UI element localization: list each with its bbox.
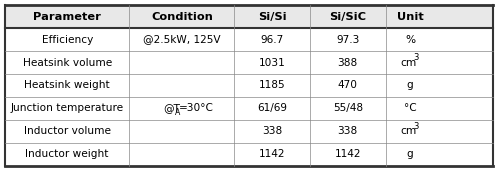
Text: 1031: 1031 [259,57,285,68]
Text: Si/Si: Si/Si [258,12,286,22]
Text: 1142: 1142 [335,149,361,159]
Bar [5,5,493,28]
Text: @2.5kW, 125V: @2.5kW, 125V [143,35,221,45]
Text: 96.7: 96.7 [260,35,284,45]
Text: °C: °C [404,103,416,114]
Text: 97.3: 97.3 [336,35,360,45]
Text: 1142: 1142 [259,149,285,159]
Text: @T: @T [163,103,180,114]
Text: 338: 338 [262,126,282,136]
Text: 338: 338 [338,126,358,136]
Text: =30°C: =30°C [179,103,214,114]
Text: Si/SiC: Si/SiC [329,12,367,22]
Text: Condition: Condition [151,12,213,22]
Text: Heatsink weight: Heatsink weight [24,81,110,90]
Text: Inductor weight: Inductor weight [25,149,109,159]
Text: 3: 3 [413,53,419,62]
Text: 470: 470 [338,81,358,90]
Text: 61/69: 61/69 [257,103,287,114]
Text: Efficiency: Efficiency [41,35,93,45]
Text: Inductor volume: Inductor volume [24,126,111,136]
Text: 1185: 1185 [259,81,285,90]
Text: A: A [175,108,180,117]
Text: Heatsink volume: Heatsink volume [22,57,112,68]
Text: 3: 3 [413,122,419,131]
Text: Unit: Unit [397,12,423,22]
Text: 388: 388 [338,57,358,68]
Text: %: % [405,35,415,45]
Text: Parameter: Parameter [33,12,101,22]
Text: Junction temperature: Junction temperature [10,103,124,114]
Text: g: g [407,149,413,159]
Text: cm: cm [400,126,416,136]
Text: 55/48: 55/48 [333,103,363,114]
Text: g: g [407,81,413,90]
Text: cm: cm [400,57,416,68]
